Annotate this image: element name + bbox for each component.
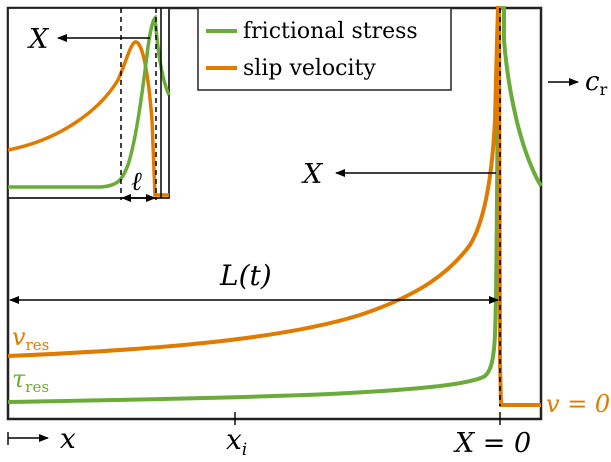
inset-velocity-curve: [7, 40, 169, 197]
lt-label: L(t): [219, 259, 272, 292]
legend-box: [197, 7, 452, 91]
x0-label: X = 0: [453, 428, 531, 459]
v-zero-label: v = 0: [546, 390, 610, 418]
legend-label-stress: frictional stress: [243, 19, 418, 44]
cr-label: cr: [585, 67, 608, 99]
x-axis-label: x: [60, 422, 76, 455]
xi-label: xi: [226, 423, 247, 460]
main-x-label: X: [301, 159, 324, 190]
cr-sub: r: [600, 80, 608, 99]
main-velocity-curve: [7, 6, 541, 407]
legend-label-velocity: slip velocity: [243, 56, 376, 81]
ell-label: ℓ: [131, 167, 142, 197]
inset-stress-curve: [8, 14, 171, 189]
inset-x-label: X: [27, 24, 50, 55]
vres-label: vres: [12, 323, 49, 354]
taures-label: τres: [12, 365, 49, 396]
main-stress-curve: [7, 6, 543, 404]
